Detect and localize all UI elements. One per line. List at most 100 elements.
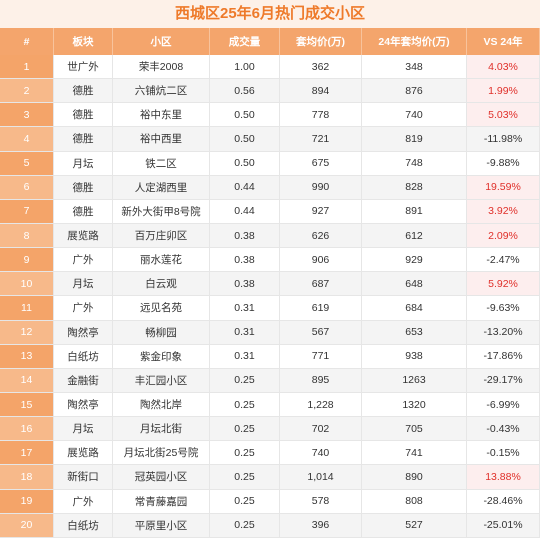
table-cell: 13	[0, 344, 54, 368]
table-cell: 7	[0, 199, 54, 223]
table-cell: 新外大街甲8号院	[113, 199, 210, 223]
table-cell: 0.25	[210, 392, 280, 417]
table-cell: 平原里小区	[113, 513, 210, 537]
table-cell: 丰汇园小区	[113, 368, 210, 392]
table-cell: 新街口	[54, 465, 113, 489]
table-cell: 1	[0, 55, 54, 79]
table-cell: 陶然亭	[54, 392, 113, 417]
table-cell: 362	[280, 55, 362, 79]
table-cell: 4.03%	[467, 55, 540, 79]
header-cell: 套均价(万)	[280, 28, 362, 55]
table-cell: 8	[0, 223, 54, 248]
table-cell: 927	[280, 199, 362, 223]
table-row: 7 德胜 新外大街甲8号院 0.44 927 891 3.92%	[0, 199, 540, 224]
table-cell: 938	[362, 344, 467, 368]
table-cell: -25.01%	[467, 513, 540, 537]
table-cell: 德胜	[54, 79, 113, 103]
table-cell: 876	[362, 79, 467, 103]
table-cell: 653	[362, 320, 467, 344]
table-cell: 1.00	[210, 55, 280, 79]
table-cell: -11.98%	[467, 127, 540, 151]
table-cell: 百万庄卯区	[113, 223, 210, 248]
table-cell: 月坛	[54, 151, 113, 175]
table-cell: 4	[0, 127, 54, 151]
table-cell: 常青藤嘉园	[113, 489, 210, 513]
table-cell: -9.63%	[467, 296, 540, 320]
table-cell: 德胜	[54, 103, 113, 127]
table-cell: -29.17%	[467, 368, 540, 392]
table-cell: 广外	[54, 296, 113, 320]
table-row: 11 广外 远见名苑 0.31 619 684 -9.63%	[0, 296, 540, 321]
table-cell: 裕中西里	[113, 127, 210, 151]
table-cell: 684	[362, 296, 467, 320]
table-cell: 891	[362, 199, 467, 223]
table-row: 4 德胜 裕中西里 0.50 721 819 -11.98%	[0, 127, 540, 152]
table-cell: 冠英园小区	[113, 465, 210, 489]
table-cell: 721	[280, 127, 362, 151]
table-row: 20 白纸坊 平原里小区 0.25 396 527 -25.01%	[0, 513, 540, 538]
table-cell: 348	[362, 55, 467, 79]
table-cell: 0.31	[210, 296, 280, 320]
table-cell: 741	[362, 441, 467, 465]
table-cell: 0.25	[210, 465, 280, 489]
table-cell: 月坛北街25号院	[113, 441, 210, 465]
table-row: 2 德胜 六铺炕二区 0.56 894 876 1.99%	[0, 79, 540, 104]
table-cell: 819	[362, 127, 467, 151]
table-cell: 14	[0, 368, 54, 392]
table-cell: 778	[280, 103, 362, 127]
table-cell: 15	[0, 392, 54, 417]
table-row: 1 世广外 荣丰2008 1.00 362 348 4.03%	[0, 55, 540, 80]
table-cell: 1320	[362, 392, 467, 417]
table-cell: 648	[362, 272, 467, 296]
table-cell: 17	[0, 441, 54, 465]
table-cell: 月坛	[54, 417, 113, 441]
table-cell: 月坛北街	[113, 417, 210, 441]
table-cell: 0.25	[210, 489, 280, 513]
table-cell: 619	[280, 296, 362, 320]
table-cell: 12	[0, 320, 54, 344]
table-cell: 9	[0, 248, 54, 272]
table-cell: 0.50	[210, 127, 280, 151]
table-cell: 六铺炕二区	[113, 79, 210, 103]
table-row: 6 德胜 人定湖西里 0.44 990 828 19.59%	[0, 175, 540, 200]
table-cell: -9.88%	[467, 151, 540, 175]
table-row: 3 德胜 裕中东里 0.50 778 740 5.03%	[0, 103, 540, 128]
table-cell: 894	[280, 79, 362, 103]
table-cell: 0.50	[210, 151, 280, 175]
table-row: 16 月坛 月坛北街 0.25 702 705 -0.43%	[0, 417, 540, 442]
table-cell: 陶然亭	[54, 320, 113, 344]
table-cell: 990	[280, 175, 362, 199]
table-cell: 705	[362, 417, 467, 441]
table-row: 15 陶然亭 陶然北岸 0.25 1,228 1320 -6.99%	[0, 392, 540, 418]
table-cell: 19	[0, 489, 54, 513]
table-cell: 396	[280, 513, 362, 537]
table-cell: 5.03%	[467, 103, 540, 127]
table-cell: 白纸坊	[54, 513, 113, 537]
table-cell: 0.44	[210, 199, 280, 223]
table-cell: 金融街	[54, 368, 113, 392]
header-row: # 板块 小区 成交量 套均价(万) 24年套均价(万) VS 24年	[0, 28, 540, 55]
header-cell: VS 24年	[467, 28, 540, 55]
table-cell: 0.25	[210, 417, 280, 441]
table-cell: 906	[280, 248, 362, 272]
table-cell: 紫金印象	[113, 344, 210, 368]
table-cell: 丽水莲花	[113, 248, 210, 272]
table-cell: 675	[280, 151, 362, 175]
table-cell: 687	[280, 272, 362, 296]
table-row: 18 新街口 冠英园小区 0.25 1,014 890 13.88%	[0, 465, 540, 490]
table-cell: 612	[362, 223, 467, 248]
table-cell: 广外	[54, 248, 113, 272]
header-cell: 成交量	[210, 28, 280, 55]
table-row: 12 陶然亭 畅柳园 0.31 567 653 -13.20%	[0, 320, 540, 345]
table-cell: 铁二区	[113, 151, 210, 175]
table-cell: 0.25	[210, 513, 280, 537]
table-cell: 5	[0, 151, 54, 175]
table-cell: 0.31	[210, 344, 280, 368]
table-row: 13 白纸坊 紫金印象 0.31 771 938 -17.86%	[0, 344, 540, 369]
table-cell: 0.38	[210, 248, 280, 272]
table-cell: 2	[0, 79, 54, 103]
table-cell: -0.43%	[467, 417, 540, 441]
table-cell: -28.46%	[467, 489, 540, 513]
table-cell: 1,228	[280, 392, 362, 417]
